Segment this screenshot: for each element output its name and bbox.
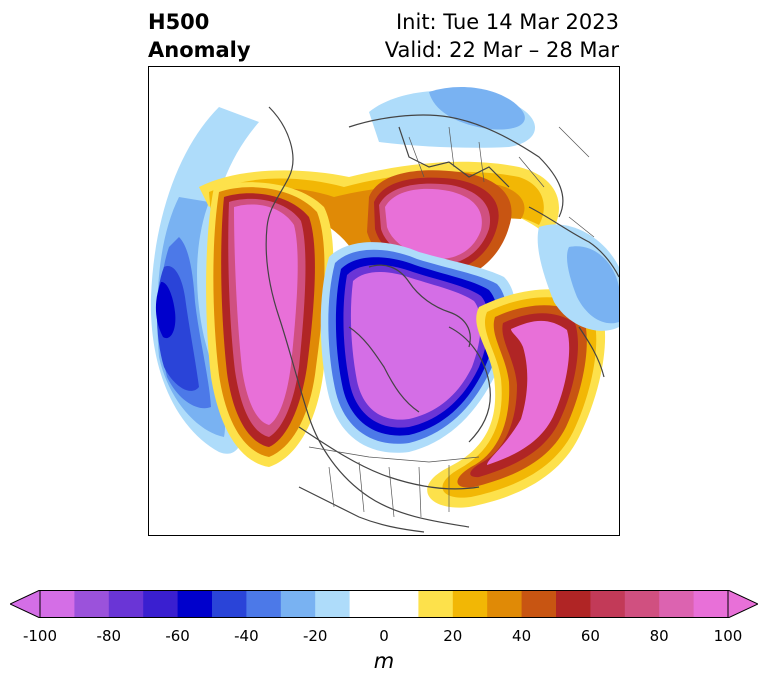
colorbar-segment (177, 590, 213, 618)
colorbar-segment (315, 590, 351, 618)
political-borders (308, 126, 595, 518)
colorbar-extend-max (727, 589, 760, 619)
colorbar-segment (108, 590, 144, 618)
colorbar-tick-label: 0 (379, 627, 389, 645)
colorbar-tick-label: -100 (22, 627, 58, 645)
colorbar-tick-label: -80 (96, 627, 122, 645)
colorbar-tick-label: 60 (580, 627, 600, 645)
title-variable: H500 (148, 10, 210, 34)
atlantic-ridge (427, 289, 606, 508)
pacific-trough (150, 107, 259, 454)
colorbar (8, 589, 760, 619)
colorbar-tick-label: 20 (443, 627, 463, 645)
colorbar-units: m (373, 649, 395, 673)
colorbar-segment (246, 590, 282, 618)
plot-title: H500 Anomaly (148, 8, 251, 64)
colorbar-extend-min (8, 589, 41, 619)
init-date: Init: Tue 14 Mar 2023 (395, 10, 619, 34)
colorbar-tick-label: 40 (512, 627, 532, 645)
colorbar-segment (556, 590, 591, 618)
colorbar-tick-label: -40 (234, 627, 259, 645)
colorbar-tick-label: 100 (713, 627, 743, 645)
plot-dates: Init: Tue 14 Mar 2023 Valid: 22 Mar – 28… (385, 8, 619, 64)
colorbar-segment (40, 590, 75, 618)
colorbar-segment (349, 590, 385, 618)
map-canvas (149, 67, 619, 535)
colorbar-segment (521, 590, 557, 618)
colorbar-outline (39, 590, 729, 618)
colorbar-segment (418, 590, 454, 618)
colorbar-tick-label: -60 (165, 627, 190, 645)
title-field: Anomaly (148, 38, 251, 62)
colorbar-segment (452, 590, 488, 618)
west-america-ridge (206, 182, 334, 467)
colorbar-tick-label: -20 (302, 627, 328, 645)
colorbar-segment (624, 590, 660, 618)
polar-trough (320, 242, 516, 453)
colorbar-segment (487, 590, 523, 618)
colorbar-segment (384, 590, 419, 618)
valid-date-range: Valid: 22 Mar – 28 Mar (384, 38, 619, 62)
colorbar-segment (659, 590, 695, 618)
colorbar-graphic (8, 589, 760, 619)
anomaly-map (148, 66, 620, 536)
scandinavia-trough (369, 87, 619, 331)
colorbar-segment (693, 590, 729, 618)
colorbar-tick-label: 80 (649, 627, 669, 645)
colorbar-segment (590, 590, 626, 618)
colorbar-segment (212, 590, 247, 618)
coastlines (265, 106, 619, 533)
colorbar-segment (74, 590, 110, 618)
colorbar-segment (143, 590, 179, 618)
colorbar-segment (280, 590, 316, 618)
